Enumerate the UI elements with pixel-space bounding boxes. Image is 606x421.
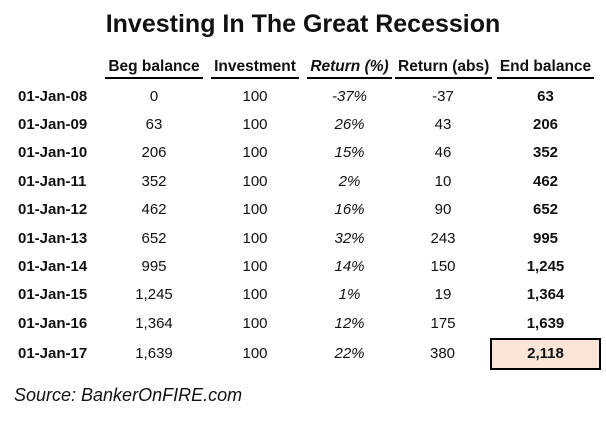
col-header-end-balance: End balance [491, 52, 600, 82]
cell-end-balance: 2,118 [490, 337, 601, 370]
cell-end-balance: 206 [532, 116, 559, 134]
table-body: 01-Jan-08 0 100 -37% -37 63 01-Jan-09 63 100 26% 4… [2, 82, 601, 370]
cell-beg-balance: 1,364 [135, 315, 173, 333]
cell-beg-balance: 0 [149, 87, 159, 105]
cell-date: 01-Jan-15 [18, 286, 88, 304]
cell-beg-balance: 352 [141, 172, 167, 190]
cell-return-pct: 26% [334, 116, 365, 134]
cell-return-abs: 243 [430, 229, 456, 247]
cell-end-balance: 63 [537, 87, 554, 105]
cell-return-pct: 12% [334, 315, 365, 333]
col-header-return-pct-label: Return (%) [307, 58, 392, 79]
cell-beg-balance: 206 [141, 144, 167, 162]
cell-return-pct: 1% [338, 286, 361, 304]
cell-end-balance: 652 [532, 201, 559, 219]
cell-beg-balance: 652 [141, 229, 167, 247]
table-row: 01-Jan-17 1,639 100 22% 380 2,118 [2, 337, 601, 370]
cell-beg-balance: 995 [141, 258, 167, 276]
table-row: 01-Jan-10 206 100 15% 46 352 [2, 139, 600, 167]
col-header-beg-balance: Beg balance [102, 52, 206, 82]
source-credit: Source: BankerOnFIRE.com [14, 384, 243, 405]
recession-table: Beg balance Investment Return (%) Return… [2, 52, 601, 370]
col-header-end-balance-label: End balance [496, 58, 595, 79]
table-row: 01-Jan-12 462 100 16% 90 652 [2, 196, 600, 224]
cell-date: 01-Jan-10 [18, 144, 88, 162]
cell-return-pct: -37% [331, 87, 368, 105]
cell-return-pct: 2% [338, 172, 361, 190]
cell-investment: 100 [242, 116, 268, 134]
cell-investment: 100 [242, 258, 268, 276]
cell-return-abs: 10 [434, 172, 452, 190]
cell-return-abs: 43 [434, 116, 452, 134]
table-header-row: Beg balance Investment Return (%) Return… [2, 52, 600, 82]
cell-return-abs: 380 [429, 345, 456, 363]
col-header-date [2, 52, 102, 82]
cell-investment: 100 [242, 172, 268, 190]
table-row: 01-Jan-14 995 100 14% 150 1,245 [2, 252, 600, 280]
cell-investment: 100 [242, 286, 268, 304]
table-row: 01-Jan-09 63 100 26% 43 206 [2, 110, 600, 138]
cell-return-pct: 15% [334, 144, 365, 162]
cell-beg-balance: 462 [141, 201, 167, 219]
cell-date: 01-Jan-13 [18, 229, 88, 247]
cell-investment: 100 [242, 144, 268, 162]
cell-date: 01-Jan-17 [18, 345, 88, 363]
cell-return-pct: 22% [334, 345, 365, 363]
cell-return-pct: 32% [334, 229, 365, 247]
cell-date: 01-Jan-12 [18, 201, 88, 219]
cell-end-balance: 462 [532, 172, 559, 190]
table-row: 01-Jan-11 352 100 2% 10 462 [2, 167, 600, 195]
col-header-investment: Investment [206, 52, 304, 82]
col-header-investment-label: Investment [211, 58, 299, 79]
cell-investment: 100 [242, 87, 268, 105]
cell-date: 01-Jan-16 [18, 315, 88, 333]
cell-investment: 100 [242, 345, 268, 363]
cell-return-abs: 90 [434, 201, 452, 219]
cell-investment: 100 [242, 229, 268, 247]
table-row: 01-Jan-16 1,364 100 12% 175 1,639 [2, 309, 600, 338]
cell-return-pct: 16% [334, 201, 365, 219]
cell-return-abs: -37 [432, 87, 454, 105]
col-header-return-abs-label: Return (abs) [395, 58, 493, 79]
cell-return-abs: 150 [430, 258, 456, 276]
cell-end-balance: 1,364 [526, 286, 565, 304]
page-title: Investing In The Great Recession [105, 10, 501, 38]
cell-return-abs: 46 [434, 144, 452, 162]
cell-beg-balance: 1,245 [135, 286, 173, 304]
cell-date: 01-Jan-08 [18, 87, 88, 105]
col-header-return-abs: Return (abs) [395, 52, 493, 82]
cell-end-balance: 1,245 [526, 258, 565, 276]
cell-beg-balance: 63 [145, 116, 163, 134]
cell-return-abs: 175 [430, 315, 456, 333]
cell-date: 01-Jan-11 [18, 172, 87, 190]
col-header-return-pct: Return (%) [304, 52, 395, 82]
cell-end-balance: 352 [532, 144, 559, 162]
col-header-beg-balance-label: Beg balance [105, 58, 203, 79]
cell-date: 01-Jan-14 [18, 258, 88, 276]
cell-investment: 100 [242, 201, 268, 219]
table-row: 01-Jan-13 652 100 32% 243 995 [2, 224, 600, 252]
cell-return-pct: 14% [334, 258, 365, 276]
cell-investment: 100 [242, 315, 268, 333]
cell-beg-balance: 1,639 [135, 345, 173, 363]
cell-return-abs: 19 [434, 286, 452, 304]
table-row: 01-Jan-15 1,245 100 1% 19 1,364 [2, 281, 600, 309]
cell-end-balance: 1,639 [526, 314, 565, 332]
cell-date: 01-Jan-09 [18, 116, 88, 134]
table-row: 01-Jan-08 0 100 -37% -37 63 [2, 82, 600, 110]
cell-end-balance: 995 [532, 229, 559, 247]
